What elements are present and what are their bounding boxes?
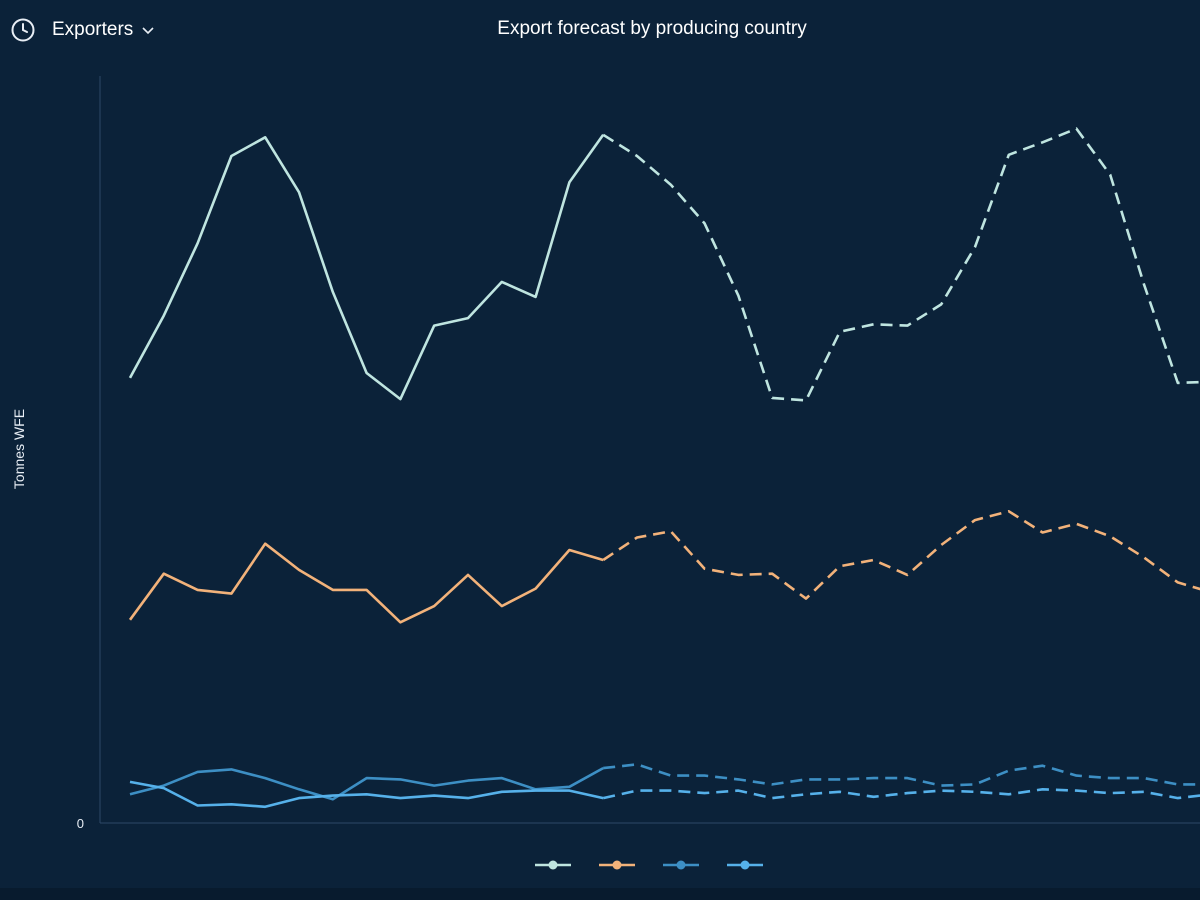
legend-marker-icon	[727, 860, 763, 870]
legend-marker-icon	[535, 860, 571, 870]
chevron-down-icon	[142, 27, 154, 35]
legend-marker-icon	[663, 860, 699, 870]
series-line-actual	[128, 134, 605, 401]
chart-title: Export forecast by producing country	[497, 18, 807, 39]
clock-icon[interactable]	[10, 17, 36, 43]
y-axis-label: Tonnes WFE	[11, 409, 27, 489]
legend-item[interactable]	[599, 858, 641, 872]
series-line-actual	[128, 542, 604, 624]
series-line-actual	[129, 766, 604, 801]
legend-item[interactable]	[727, 858, 769, 872]
legend-item[interactable]	[663, 858, 705, 872]
chart-header: Exporters Export forecast by producing c…	[0, 0, 1200, 60]
legend-item[interactable]	[535, 858, 577, 872]
bottom-strip	[0, 888, 1200, 900]
series-line-forecast	[603, 763, 1200, 787]
exporters-dropdown[interactable]: Exporters	[52, 16, 155, 44]
series-line-forecast	[602, 127, 1200, 402]
chart-legend	[0, 858, 1200, 872]
series-line-forecast	[602, 788, 1200, 800]
y-tick-label: 0	[77, 816, 84, 831]
exporters-dropdown-label: Exporters	[52, 19, 134, 40]
series-line-forecast	[602, 510, 1200, 600]
legend-marker-icon	[599, 860, 635, 870]
series-line-actual	[129, 780, 604, 809]
